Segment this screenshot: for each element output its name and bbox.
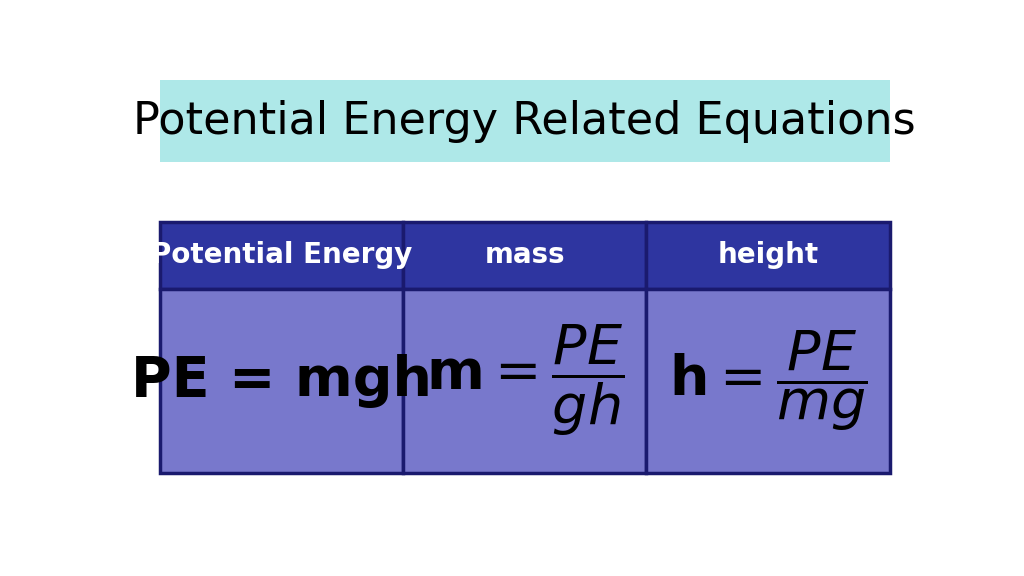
Text: Potential Energy Related Equations: Potential Energy Related Equations xyxy=(133,100,916,143)
Bar xyxy=(646,222,890,289)
Bar xyxy=(646,289,890,473)
Text: Potential Energy: Potential Energy xyxy=(151,241,412,270)
Bar xyxy=(160,80,890,162)
Bar xyxy=(403,222,646,289)
Text: height: height xyxy=(718,241,819,270)
Text: mass: mass xyxy=(484,241,565,270)
Text: PE = mgh: PE = mgh xyxy=(131,354,432,408)
Text: $\mathbf{h} = \dfrac{\mathit{PE}}{\mathit{mg}}$: $\mathbf{h} = \dfrac{\mathit{PE}}{\mathi… xyxy=(669,328,867,433)
Bar xyxy=(403,289,646,473)
Bar xyxy=(160,222,403,289)
Text: $\mathbf{m} = \dfrac{\mathit{PE}}{\mathit{gh}}$: $\mathbf{m} = \dfrac{\mathit{PE}}{\mathi… xyxy=(426,323,624,438)
Bar xyxy=(160,289,403,473)
